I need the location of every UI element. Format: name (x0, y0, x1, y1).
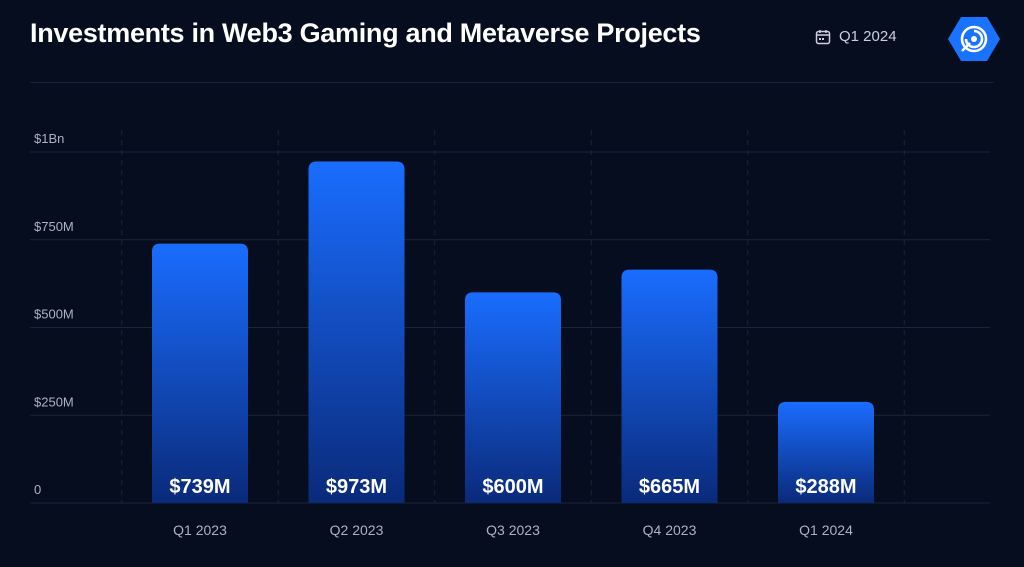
bar (152, 243, 248, 503)
bar (308, 161, 405, 504)
bar-value-label: $739M (169, 476, 230, 498)
y-tick-label: 0 (34, 482, 41, 497)
x-tick-label: Q1 2024 (799, 522, 853, 538)
period-label: Q1 2024 (839, 28, 897, 45)
bar-value-label: $288M (795, 476, 856, 498)
header-divider (30, 82, 994, 83)
y-tick-label: $750M (34, 219, 74, 234)
x-tick-label: Q4 2023 (643, 522, 697, 538)
radar-logo-icon (948, 15, 1000, 63)
bar-value-label: $973M (326, 476, 387, 498)
bar-value-label: $665M (639, 476, 700, 498)
bar (465, 292, 561, 503)
bar (778, 401, 874, 503)
chart-header: Investments in Web3 Gaming and Metaverse… (0, 0, 1024, 83)
x-tick-label: Q2 2023 (330, 522, 384, 538)
period-badge: Q1 2024 (815, 28, 897, 45)
x-tick-label: Q3 2023 (486, 522, 540, 538)
chart-title: Investments in Web3 Gaming and Metaverse… (30, 18, 701, 48)
bar-value-label: $600M (482, 476, 543, 498)
y-tick-label: $500M (34, 307, 74, 322)
y-tick-label: $1Bn (34, 131, 64, 146)
calendar-icon (815, 29, 831, 45)
bar (621, 269, 718, 503)
x-tick-label: Q1 2023 (173, 522, 227, 538)
y-tick-label: $250M (34, 394, 74, 409)
